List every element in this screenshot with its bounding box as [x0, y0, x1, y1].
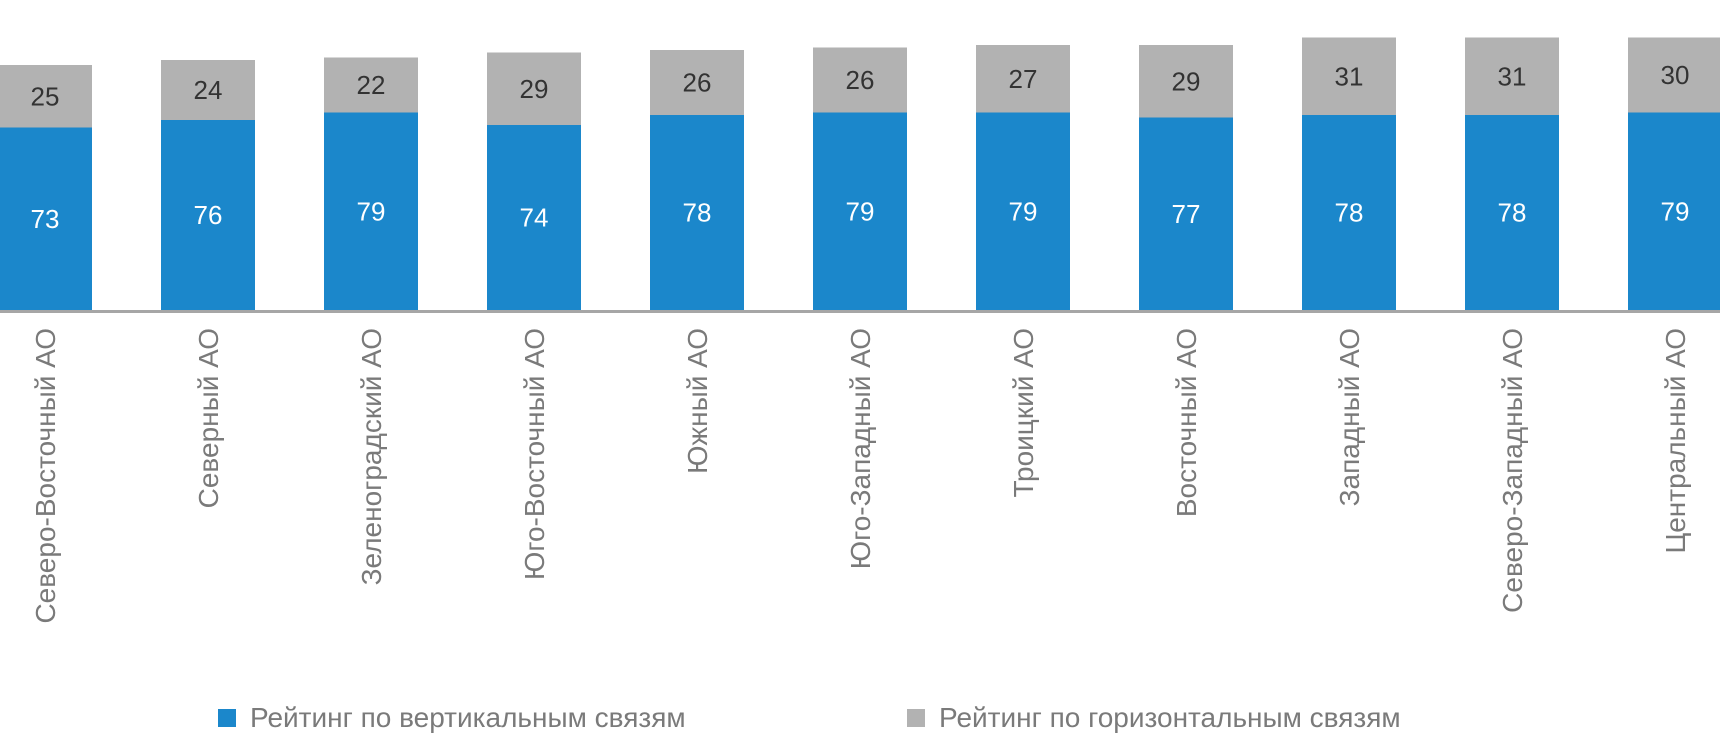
data-label-horizontal: 25 [31, 81, 60, 111]
category-label: Северо-Западный АО [1497, 328, 1528, 613]
data-label-horizontal: 31 [1335, 61, 1364, 91]
bar-segment-horizontal [976, 45, 1070, 113]
category-label: Западный АО [1334, 328, 1365, 506]
bar-segment-vertical [813, 112, 907, 310]
data-label-horizontal: 29 [520, 74, 549, 104]
data-label-horizontal: 22 [357, 70, 386, 100]
data-label-horizontal: 26 [683, 68, 712, 98]
category-label: Юго-Восточный АО [519, 328, 550, 580]
bar-segment-vertical [1628, 112, 1720, 310]
legend-swatch-horizontal [907, 709, 925, 727]
data-label-horizontal: 27 [1009, 64, 1038, 94]
bar-segment-horizontal [1628, 37, 1720, 113]
bar-segment-vertical [1465, 115, 1559, 310]
category-labels-group: Северо-Восточный АО Северный АО Зеленоград… [30, 328, 1691, 624]
category-label: Восточный АО [1171, 328, 1202, 517]
bar-segment-horizontal [161, 60, 255, 120]
bar-segment-vertical [650, 115, 744, 310]
legend-label-horizontal: Рейтинг по горизонтальным связям [939, 702, 1401, 733]
bars-group: 73 25 76 24 79 22 74 29 78 26 79 26 79 27 77 29 78 31 78 31… [0, 37, 1720, 310]
legend-item-horizontal: Рейтинг по горизонтальным связям [907, 700, 1401, 736]
data-label-vertical: 79 [1009, 196, 1038, 226]
bar-segment-vertical [976, 112, 1070, 310]
bar-segment-vertical [161, 120, 255, 310]
category-label: Зеленоградский АО [356, 328, 387, 585]
data-label-vertical: 79 [846, 196, 875, 226]
data-label-vertical: 78 [683, 198, 712, 228]
data-label-vertical: 74 [520, 203, 549, 233]
bar-segment-horizontal [0, 65, 92, 128]
bar-segment-horizontal [1465, 37, 1559, 115]
data-label-vertical: 79 [357, 196, 386, 226]
bar-segment-vertical [1302, 115, 1396, 310]
data-label-vertical: 79 [1661, 196, 1690, 226]
legend-label-vertical: Рейтинг по вертикальным связям [250, 702, 686, 733]
bar-segment-vertical [1139, 117, 1233, 310]
bar-segment-horizontal [324, 57, 418, 113]
category-label: Юго-Западный АО [845, 328, 876, 569]
bar-segment-horizontal [1302, 37, 1396, 115]
data-label-vertical: 77 [1172, 199, 1201, 229]
bar-segment-vertical [324, 112, 418, 310]
bar-segment-vertical [487, 125, 581, 310]
data-label-horizontal: 29 [1172, 66, 1201, 96]
bar-segment-horizontal [813, 47, 907, 113]
data-label-horizontal: 30 [1661, 60, 1690, 90]
data-label-horizontal: 26 [846, 65, 875, 95]
bar-segment-horizontal [650, 50, 744, 115]
data-label-vertical: 76 [194, 200, 223, 230]
category-label: Троицкий АО [1008, 328, 1039, 498]
legend-swatch-vertical [218, 709, 236, 727]
data-label-vertical: 78 [1335, 198, 1364, 228]
data-label-horizontal: 31 [1498, 61, 1527, 91]
data-label-vertical: 73 [31, 204, 60, 234]
category-label: Центральный АО [1660, 328, 1691, 554]
data-label-horizontal: 24 [194, 75, 223, 105]
data-label-vertical: 78 [1498, 198, 1527, 228]
bar-segment-vertical [0, 127, 92, 310]
category-label: Северный АО [193, 328, 224, 508]
bar-segment-horizontal [1139, 45, 1233, 118]
bar-segment-horizontal [487, 52, 581, 125]
category-label: Северо-Восточный АО [30, 328, 61, 624]
legend-item-vertical: Рейтинг по вертикальным связям [218, 700, 686, 736]
category-label: Южный АО [682, 328, 713, 474]
